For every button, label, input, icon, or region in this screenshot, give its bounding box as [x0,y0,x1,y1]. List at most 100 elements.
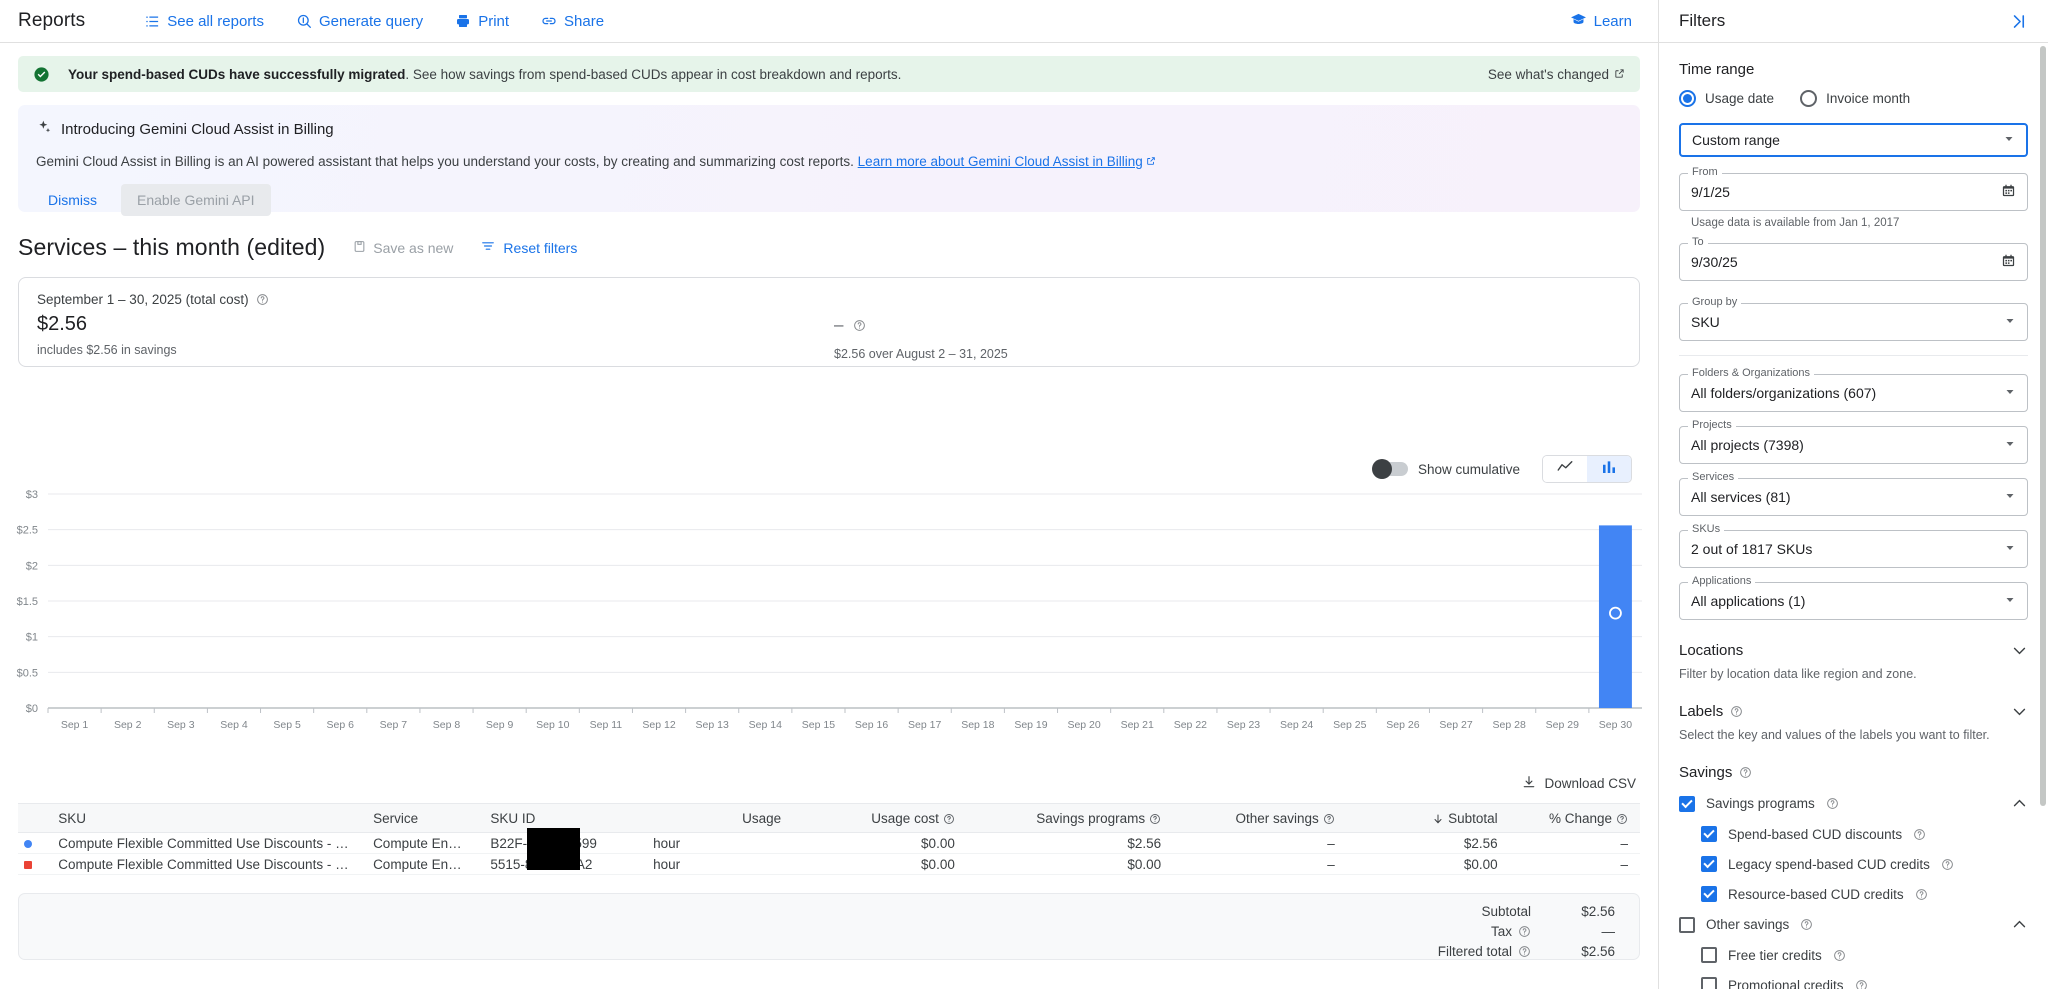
help-icon[interactable] [1833,949,1846,962]
see-all-reports-button[interactable]: See all reports [145,13,264,30]
help-icon[interactable] [1323,813,1335,825]
radio-usage-date[interactable]: Usage date [1679,90,1774,107]
help-icon[interactable] [1730,705,1743,718]
projects-box[interactable]: All projects (7398) [1679,426,2028,464]
help-icon[interactable] [1616,813,1628,825]
checkbox-promotional-credits-control[interactable] [1701,977,1717,989]
radio-invoice-month-control[interactable] [1800,90,1818,107]
time-range-select[interactable]: Custom range [1679,123,2028,157]
chevron-down-icon[interactable] [2011,703,2028,720]
col-savings-programs[interactable]: Savings programs [966,803,1174,833]
labels-section[interactable]: Labels [1679,703,2028,720]
chevron-up-icon[interactable] [2011,795,2028,812]
labels-title: Labels [1679,703,1724,720]
services-value: All services (81) [1691,489,1791,505]
enable-gemini-api-button[interactable]: Enable Gemini API [121,184,271,216]
help-icon[interactable] [853,319,866,332]
gemini-learn-more-link[interactable]: Learn more about Gemini Cloud Assist in … [857,154,1143,169]
col-service[interactable]: Service [361,803,479,833]
chart-hover-marker[interactable] [1609,606,1622,620]
learn-button[interactable]: Learn [1570,11,1632,32]
col-usage[interactable]: Usage [641,803,794,833]
share-button[interactable]: Share [541,13,604,30]
download-csv-button[interactable]: Download CSV [1522,775,1636,792]
checkbox-savings-programs[interactable]: Savings programs [1679,795,2028,812]
help-icon[interactable] [1826,797,1839,810]
cell-subtotal: $0.00 [1346,853,1510,875]
col-other-savings[interactable]: Other savings [1173,803,1347,833]
services-field[interactable]: Services All services (81) [1679,471,2028,516]
calendar-icon[interactable] [2001,183,2016,201]
bar-chart-button[interactable] [1587,456,1631,482]
table-body: Compute Flexible Committed Use Discounts… [18,832,1640,875]
x-axis-tick: Sep 16 [855,719,888,731]
projects-field[interactable]: Projects All projects (7398) [1679,419,2028,464]
help-icon[interactable] [1915,888,1928,901]
skus-box[interactable]: 2 out of 1817 SKUs [1679,530,2028,568]
help-icon[interactable] [1941,858,1954,871]
help-icon[interactable] [1739,766,1752,779]
chart-bar[interactable] [1598,525,1632,708]
radio-usage-date-control[interactable] [1679,90,1696,107]
group-by-box[interactable]: SKU [1679,303,2028,341]
scrollbar-thumb[interactable] [2040,46,2046,806]
toggle-track[interactable] [1371,459,1408,479]
checkbox-other-savings-control[interactable] [1679,916,1695,933]
checkbox-promotional-credits[interactable]: Promotional credits [1701,977,2028,989]
radio-invoice-month[interactable]: Invoice month [1800,90,1910,107]
col-usage-cost-label: Usage cost [871,810,939,826]
banner-text: Your spend-based CUDs have successfully … [68,67,901,82]
from-date-box[interactable]: 9/1/25 [1679,173,2028,211]
help-icon[interactable] [1518,925,1531,938]
skus-field[interactable]: SKUs 2 out of 1817 SKUs [1679,523,2028,568]
help-icon[interactable] [1913,828,1926,841]
applications-box[interactable]: All applications (1) [1679,582,2028,620]
generate-query-button[interactable]: Generate query [296,13,423,30]
to-date-field[interactable]: To 9/30/25 [1679,236,2028,281]
table-row[interactable]: Compute Flexible Committed Use Discounts… [18,853,1640,875]
reset-filters-button[interactable]: Reset filters [481,239,577,256]
dismiss-button[interactable]: Dismiss [36,185,109,215]
checkbox-other-savings[interactable]: Other savings [1679,916,2028,933]
help-icon[interactable] [1149,813,1161,825]
show-cumulative-toggle[interactable]: Show cumulative [1371,459,1520,479]
calendar-icon[interactable] [2001,253,2016,271]
folders-organizations-field[interactable]: Folders & Organizations All folders/orga… [1679,367,2028,412]
help-icon[interactable] [1800,918,1813,931]
checkbox-free-tier-credits-control[interactable] [1701,947,1717,963]
from-date-field[interactable]: From 9/1/25 [1679,166,2028,211]
line-chart-button[interactable] [1543,456,1587,482]
services-box[interactable]: All services (81) [1679,478,2028,516]
help-icon[interactable] [943,813,955,825]
print-button[interactable]: Print [455,13,509,30]
folders-organizations-box[interactable]: All folders/organizations (607) [1679,374,2028,412]
checkbox-spend-based-cud-discounts[interactable]: Spend-based CUD discounts [1701,826,2028,842]
col-usage-cost[interactable]: Usage cost [793,803,967,833]
generate-query-label: Generate query [318,12,424,30]
checkbox-free-tier-credits[interactable]: Free tier credits [1701,947,2028,963]
checkbox-legacy-spend-based-cud-credits-control[interactable] [1701,856,1717,872]
checkbox-legacy-spend-based-cud-credits[interactable]: Legacy spend-based CUD credits [1701,856,2028,872]
applications-field[interactable]: Applications All applications (1) [1679,575,2028,620]
collapse-panel-icon[interactable] [2009,12,2028,31]
see-whats-changed-link[interactable]: See what's changed [1488,67,1625,82]
table-row[interactable]: Compute Flexible Committed Use Discounts… [18,832,1640,854]
col-sku[interactable]: SKU [46,803,362,833]
to-date-box[interactable]: 9/30/25 [1679,243,2028,281]
chevron-down-icon[interactable] [2011,642,2028,659]
filters-scrollbar[interactable] [2040,46,2046,926]
checkbox-spend-based-cud-discounts-control[interactable] [1701,826,1717,842]
chevron-up-icon[interactable] [2011,916,2028,933]
help-icon[interactable] [256,293,269,306]
checkbox-resource-based-cud-credits[interactable]: Resource-based CUD credits [1701,886,2028,902]
group-by-field[interactable]: Group by SKU [1679,296,2028,341]
locations-section[interactable]: Locations [1679,642,2028,659]
from-date-helper: Usage data is available from Jan 1, 2017 [1691,217,1900,229]
save-as-new-button[interactable]: Save as new [353,240,453,256]
checkbox-resource-based-cud-credits-control[interactable] [1701,886,1717,902]
col-subtotal[interactable]: Subtotal [1346,803,1510,833]
help-icon[interactable] [1855,979,1868,989]
help-icon[interactable] [1518,945,1531,958]
checkbox-savings-programs-control[interactable] [1679,795,1695,812]
col-pct-change[interactable]: % Change [1509,803,1640,833]
